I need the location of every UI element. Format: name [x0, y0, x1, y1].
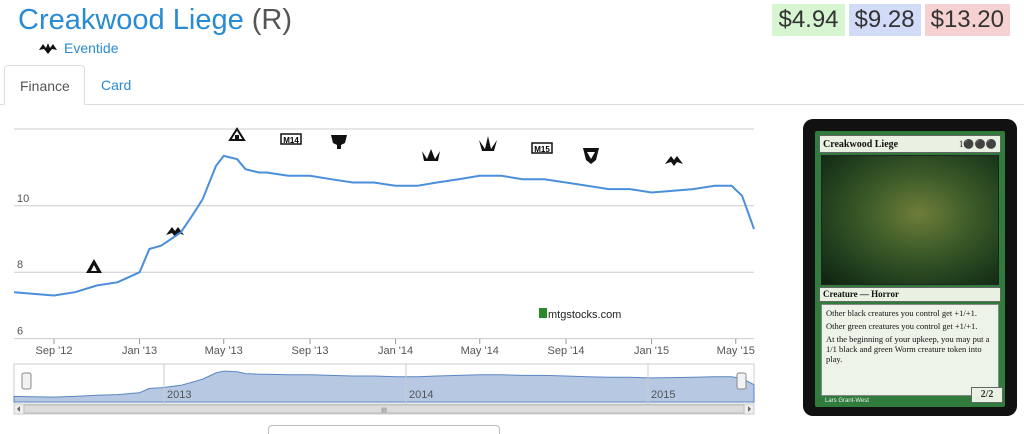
scrollbar-grip-icon: III: [381, 408, 387, 415]
set-marker-icon-3: [228, 127, 246, 141]
type-line: Creature — Horror: [819, 287, 1001, 302]
navigator-area: [13, 370, 755, 403]
rarity-label: (R): [251, 4, 293, 36]
set-marker-icon-9: [583, 148, 599, 164]
x-tick-label: Jan '15: [634, 345, 669, 357]
price-badges: $4.94 $9.28 $13.20: [772, 4, 1010, 36]
navigator[interactable]: 2013 2014 2015: [13, 363, 755, 405]
price-chart[interactable]: 6 8 10 Sep '12 Jan '13 May '13 Sep '13 Jan '14…: [0, 112, 770, 422]
eventide-set-icon: [39, 43, 57, 54]
watermark: mtgstocks.com: [539, 308, 621, 321]
svg-text:M14: M14: [283, 136, 299, 145]
scrollbar[interactable]: III: [13, 403, 755, 415]
set-marker-icon-1: [86, 259, 102, 273]
power-toughness: 2/2: [971, 387, 1003, 403]
price-high-badge: $13.20: [924, 4, 1010, 36]
x-tick-label: Sep '14: [548, 345, 585, 357]
x-tick-label: Jan '13: [122, 345, 157, 357]
x-tick-label: Sep '13: [292, 345, 329, 357]
card-name-bar: Creakwood Liege 1⚫⚫⚫: [819, 135, 1001, 153]
x-tick-label: May '14: [461, 345, 499, 357]
x-tick-label: Sep '12: [35, 345, 72, 357]
set-marker-icon-6: [422, 149, 440, 161]
y-tick-label: 10: [17, 193, 29, 205]
y-tick-label: 8: [17, 259, 23, 271]
chart-grid: [14, 128, 754, 340]
x-tick-label: Jan '14: [378, 345, 413, 357]
price-line: [13, 154, 755, 297]
price-mid-badge: $9.28: [848, 4, 921, 36]
range-selector[interactable]: [268, 425, 500, 434]
rules-text: Other black creatures you control get +1…: [821, 304, 999, 396]
y-tick-label: 6: [17, 326, 23, 338]
x-axis-ticks: Sep '12 Jan '13 May '13 Sep '13 Jan '14 May '…: [35, 339, 755, 357]
card-name: Creakwood Liege: [18, 4, 244, 36]
rules-line-1: Other black creatures you control get +1…: [826, 308, 977, 318]
scrollbar-thumb[interactable]: [23, 404, 745, 414]
set-release-markers: M14 M15: [86, 127, 683, 273]
nav-label-2014: 2014: [409, 389, 433, 401]
page-title: Creakwood Liege (R): [18, 4, 292, 37]
price-low-badge: $4.94: [772, 4, 845, 36]
rules-line-2: Other green creatures you control get +1…: [826, 321, 978, 331]
set-marker-icon-8: M15: [531, 142, 553, 154]
card-face: Creakwood Liege 1⚫⚫⚫ Creature — Horror O…: [815, 131, 1005, 407]
watermark-text: mtgstocks.com: [548, 309, 621, 321]
set-marker-icon-10: [665, 156, 683, 166]
card-art: [821, 155, 999, 285]
mana-cost: 1⚫⚫⚫: [958, 138, 997, 149]
scroll-left-arrow-icon[interactable]: [17, 406, 20, 412]
y-axis-ticks: 6 8 10: [17, 193, 29, 338]
card-image-name: Creakwood Liege: [823, 138, 899, 150]
set-marker-icon-4: M14: [280, 133, 302, 145]
tab-finance[interactable]: Finance: [4, 65, 85, 105]
card-image: Creakwood Liege 1⚫⚫⚫ Creature — Horror O…: [803, 119, 1017, 416]
navigator-right-handle[interactable]: [736, 372, 747, 390]
tab-bar: Finance Card: [0, 65, 1024, 105]
nav-label-2013: 2013: [167, 389, 191, 401]
artist-credit: Lars Grant-West: [825, 398, 869, 404]
set-line[interactable]: Eventide: [38, 40, 118, 56]
x-tick-label: May '13: [205, 345, 243, 357]
nav-label-2015: 2015: [651, 389, 675, 401]
scroll-right-arrow-icon[interactable]: [748, 406, 751, 412]
tab-card[interactable]: Card: [101, 77, 132, 93]
svg-text:M15: M15: [534, 145, 550, 154]
set-marker-icon-5: [331, 135, 347, 149]
x-tick-label: May '15: [717, 345, 755, 357]
set-name-link[interactable]: Eventide: [64, 40, 119, 56]
set-marker-icon-2: [166, 227, 184, 237]
set-marker-icon-7: [479, 136, 497, 151]
navigator-left-handle[interactable]: [21, 372, 32, 390]
rules-line-3: At the beginning of your upkeep, you may…: [826, 334, 990, 364]
